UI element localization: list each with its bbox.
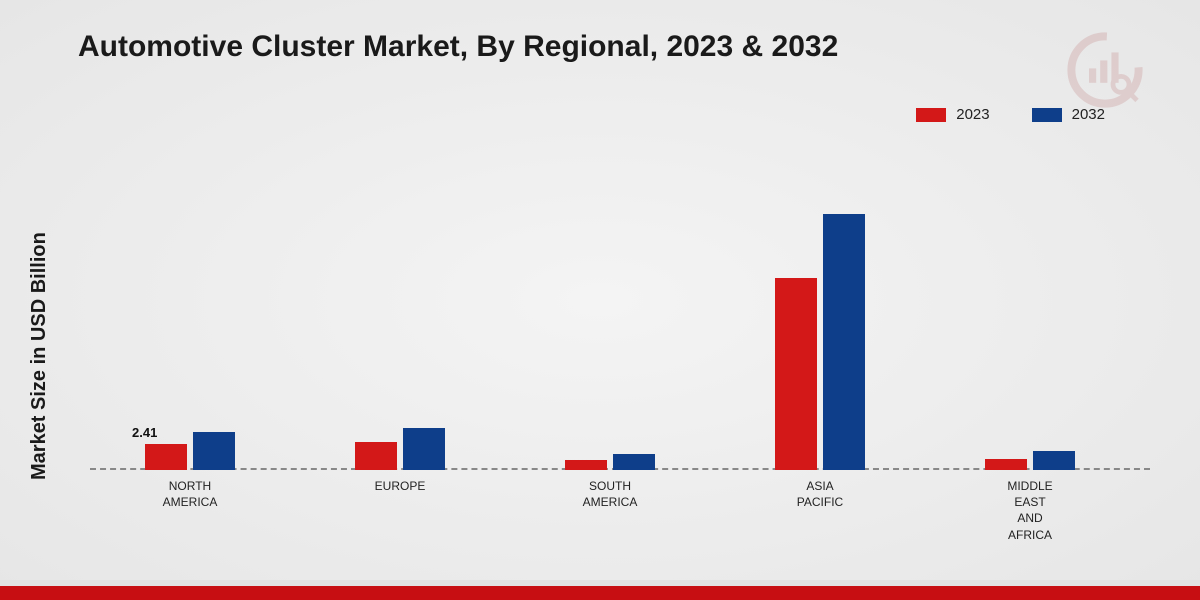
legend-label-2023: 2023 (956, 106, 989, 123)
legend-series-2032: 2032 (1032, 106, 1105, 123)
bar-sa-2023 (565, 460, 607, 470)
legend-series-2023: 2023 (916, 106, 989, 123)
bar-na-2023 (145, 444, 187, 470)
bar-sa-2032 (613, 454, 655, 470)
bar-eu-2023 (355, 442, 397, 470)
chart-canvas: Automotive Cluster Market, By Regional, … (0, 0, 1200, 600)
bar-group-eu (340, 428, 460, 470)
watermark-logo-icon (1065, 30, 1145, 110)
legend-swatch-2032 (1032, 108, 1062, 122)
bar-mea-2023 (985, 459, 1027, 470)
footer-bar-red (0, 586, 1200, 600)
legend: 2023 2032 (916, 106, 1105, 123)
bar-eu-2032 (403, 428, 445, 470)
plot-area: 2.41 (90, 150, 1150, 470)
data-label-na-2023: 2.41 (132, 425, 157, 440)
bar-group-mea (970, 451, 1090, 470)
legend-label-2032: 2032 (1072, 106, 1105, 123)
bar-group-sa (550, 454, 670, 470)
bar-na-2032 (193, 432, 235, 470)
x-label-sa: SOUTH AMERICA (550, 478, 670, 510)
x-label-mea: MIDDLE EAST AND AFRICA (970, 478, 1090, 543)
bar-ap-2023 (775, 278, 817, 470)
x-axis-labels: NORTH AMERICA EUROPE SOUTH AMERICA ASIA PAC… (90, 478, 1150, 568)
x-label-eu: EUROPE (340, 478, 460, 494)
x-label-na: NORTH AMERICA (130, 478, 250, 510)
x-label-ap: ASIA PACIFIC (760, 478, 880, 510)
legend-swatch-2023 (916, 108, 946, 122)
bar-ap-2032 (823, 214, 865, 470)
bar-group-ap (760, 214, 880, 470)
bar-mea-2032 (1033, 451, 1075, 470)
chart-title: Automotive Cluster Market, By Regional, … (78, 30, 838, 64)
y-axis-title: Market Size in USD Billion (28, 232, 51, 480)
